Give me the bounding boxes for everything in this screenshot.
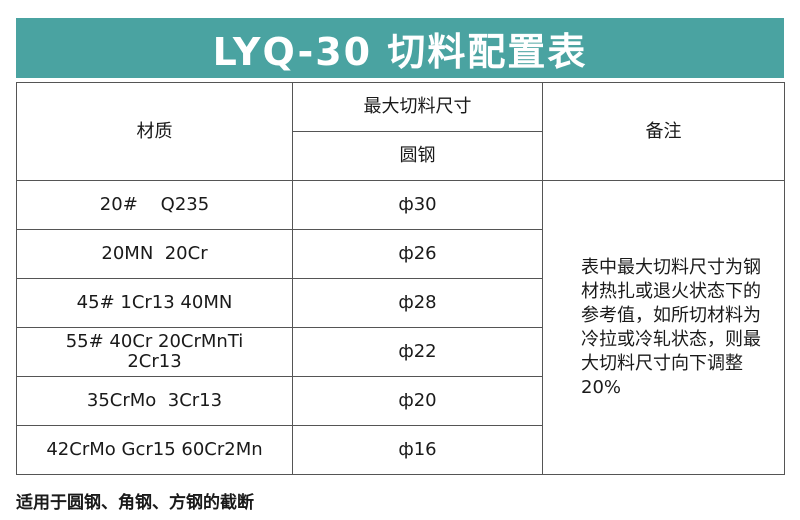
header-remarks: 备注 — [542, 82, 785, 181]
size-cell: ф16 — [292, 425, 543, 475]
table-row: 55# 40Cr 20CrMnTi 2Cr13 ф22 — [16, 327, 785, 377]
material-cell: 35CrMo 3Cr13 — [16, 376, 293, 426]
material-cell: 42CrMo Gcr15 60Cr2Mn — [16, 425, 293, 475]
footer-note: 适用于圆钢、角钢、方钢的截断 — [16, 493, 254, 513]
header-round-steel: 圆钢 — [292, 131, 543, 181]
cutting-spec-table: 材质 最大切料尺寸 备注 圆钢 20# Q235 ф30 表中最大切料尺寸为钢材… — [16, 82, 785, 475]
table-row: 45# 1Cr13 40MN ф28 — [16, 278, 785, 328]
table-row: 20# Q235 ф30 表中最大切料尺寸为钢材热扎或退火状态下的参考值，如所切… — [16, 180, 785, 475]
material-cell: 20MN 20Cr — [16, 229, 293, 279]
material-cell: 45# 1Cr13 40MN — [16, 278, 293, 328]
header-material: 材质 — [16, 82, 293, 181]
size-cell: ф30 — [292, 180, 543, 230]
table-title: LYQ-30 切料配置表 — [16, 18, 784, 78]
header-max-cut-size: 最大切料尺寸 — [292, 82, 543, 132]
table-row: 42CrMo Gcr15 60Cr2Mn ф16 — [16, 425, 785, 475]
size-cell: ф20 — [292, 376, 543, 426]
table-row: 35CrMo 3Cr13 ф20 — [16, 376, 785, 426]
size-cell: ф26 — [292, 229, 543, 279]
material-cell: 20# Q235 — [16, 180, 293, 230]
size-cell: ф22 — [292, 327, 543, 377]
remarks-note: 表中最大切料尺寸为钢材热扎或退火状态下的参考值，如所切材料为冷拉或冷轧状态，则最… — [542, 180, 785, 475]
table-row: 20MN 20Cr ф26 — [16, 229, 785, 279]
size-cell: ф28 — [292, 278, 543, 328]
material-cell: 55# 40Cr 20CrMnTi 2Cr13 — [16, 327, 293, 377]
